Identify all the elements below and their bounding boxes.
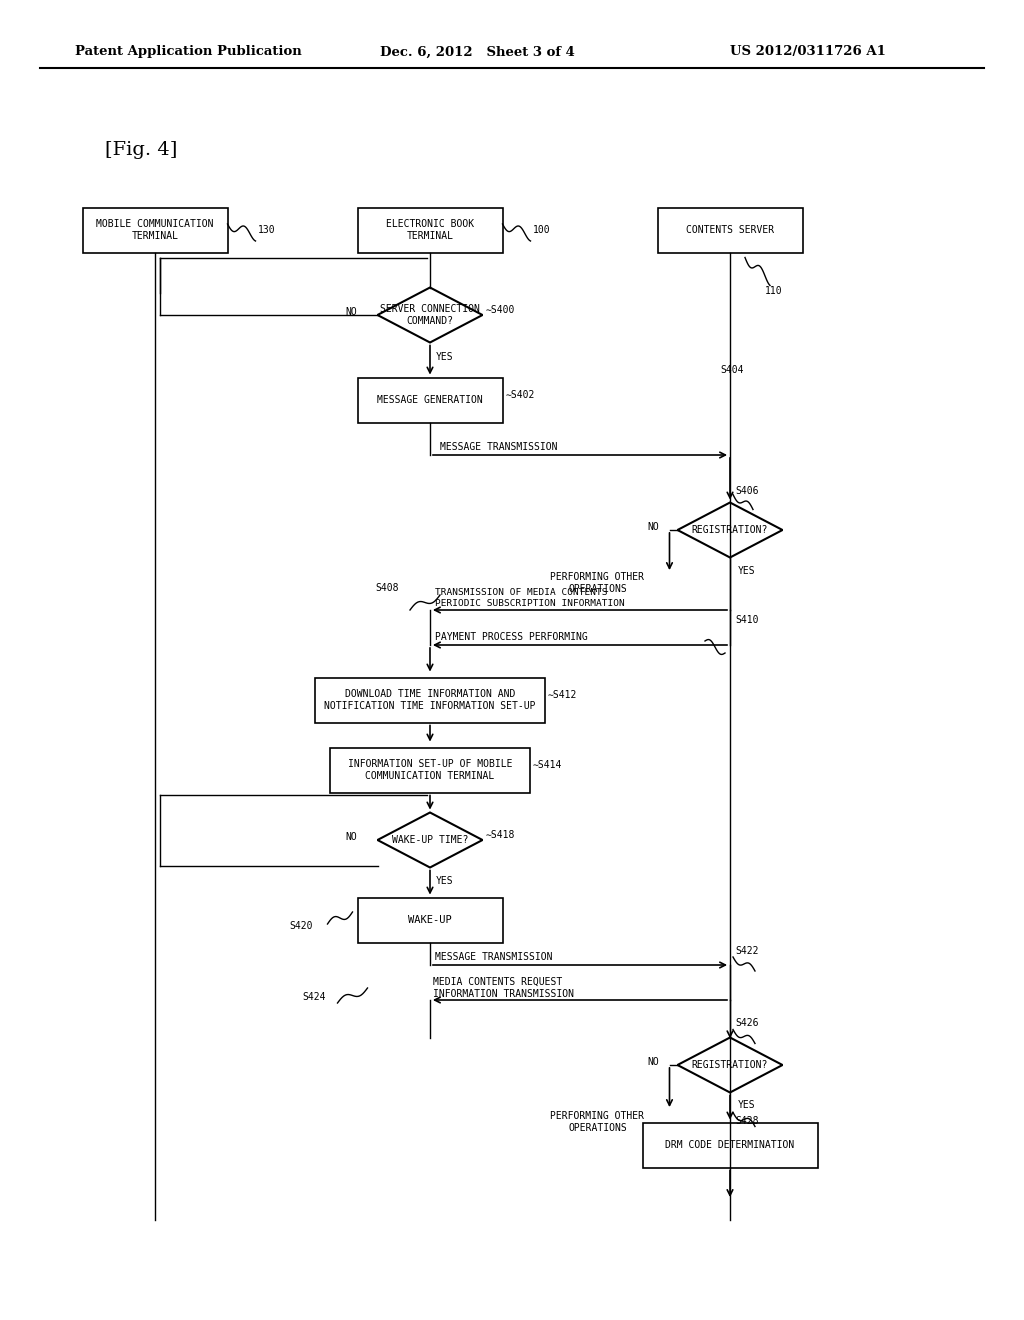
Text: S410: S410 bbox=[735, 615, 759, 624]
Text: S420: S420 bbox=[290, 921, 313, 931]
Bar bbox=[315, 677, 545, 722]
Text: REGISTRATION?: REGISTRATION? bbox=[692, 525, 768, 535]
Bar bbox=[83, 207, 227, 252]
Text: PERFORMING OTHER
OPERATIONS: PERFORMING OTHER OPERATIONS bbox=[551, 572, 644, 594]
Text: S422: S422 bbox=[735, 946, 759, 956]
Text: ∼S402: ∼S402 bbox=[506, 389, 535, 400]
Text: MESSAGE TRANSMISSION: MESSAGE TRANSMISSION bbox=[435, 952, 553, 962]
Text: ∼S414: ∼S414 bbox=[534, 760, 562, 770]
Text: 110: 110 bbox=[765, 285, 782, 296]
Text: YES: YES bbox=[436, 351, 454, 362]
Text: MOBILE COMMUNICATION
TERMINAL: MOBILE COMMUNICATION TERMINAL bbox=[96, 219, 214, 240]
Text: NO: NO bbox=[647, 1057, 659, 1067]
Text: PAYMENT PROCESS PERFORMING: PAYMENT PROCESS PERFORMING bbox=[435, 632, 588, 642]
Text: ∼S400: ∼S400 bbox=[485, 305, 515, 315]
Text: Dec. 6, 2012   Sheet 3 of 4: Dec. 6, 2012 Sheet 3 of 4 bbox=[380, 45, 574, 58]
Text: S408: S408 bbox=[375, 583, 398, 593]
Text: NO: NO bbox=[345, 308, 357, 317]
Text: PERFORMING OTHER
OPERATIONS: PERFORMING OTHER OPERATIONS bbox=[551, 1111, 644, 1133]
Text: S406: S406 bbox=[735, 486, 759, 495]
Text: YES: YES bbox=[738, 1100, 756, 1110]
Text: ∼S418: ∼S418 bbox=[485, 830, 515, 840]
Text: S426: S426 bbox=[735, 1018, 759, 1027]
Text: TRANSMISSION OF MEDIA CONTENTS
PERIODIC SUBSCRIPTION INFORMATION: TRANSMISSION OF MEDIA CONTENTS PERIODIC … bbox=[435, 589, 625, 607]
Text: DRM CODE DETERMINATION: DRM CODE DETERMINATION bbox=[666, 1140, 795, 1150]
Text: US 2012/0311726 A1: US 2012/0311726 A1 bbox=[730, 45, 886, 58]
Bar bbox=[330, 747, 530, 792]
Bar bbox=[642, 1122, 817, 1167]
Text: WAKE-UP: WAKE-UP bbox=[409, 915, 452, 925]
Text: YES: YES bbox=[738, 566, 756, 577]
Text: MESSAGE TRANSMISSION: MESSAGE TRANSMISSION bbox=[440, 442, 557, 451]
Text: S424: S424 bbox=[302, 993, 326, 1002]
Polygon shape bbox=[678, 503, 782, 557]
Text: REGISTRATION?: REGISTRATION? bbox=[692, 1060, 768, 1071]
Bar bbox=[657, 207, 803, 252]
Text: NO: NO bbox=[647, 521, 659, 532]
Text: [Fig. 4]: [Fig. 4] bbox=[105, 141, 177, 158]
Text: 100: 100 bbox=[532, 224, 550, 235]
Polygon shape bbox=[378, 813, 482, 867]
Text: Patent Application Publication: Patent Application Publication bbox=[75, 45, 302, 58]
Text: YES: YES bbox=[436, 876, 454, 887]
Text: 130: 130 bbox=[257, 224, 275, 235]
Bar bbox=[357, 207, 503, 252]
Text: WAKE-UP TIME?: WAKE-UP TIME? bbox=[392, 836, 468, 845]
Text: INFORMATION SET-UP OF MOBILE
COMMUNICATION TERMINAL: INFORMATION SET-UP OF MOBILE COMMUNICATI… bbox=[348, 759, 512, 781]
Text: ∼S412: ∼S412 bbox=[548, 690, 578, 700]
Text: MESSAGE GENERATION: MESSAGE GENERATION bbox=[377, 395, 483, 405]
Bar bbox=[357, 898, 503, 942]
Text: ELECTRONIC BOOK
TERMINAL: ELECTRONIC BOOK TERMINAL bbox=[386, 219, 474, 240]
Text: SERVER CONNECTION
COMMAND?: SERVER CONNECTION COMMAND? bbox=[380, 304, 480, 326]
Text: DOWNLOAD TIME INFORMATION AND
NOTIFICATION TIME INFORMATION SET-UP: DOWNLOAD TIME INFORMATION AND NOTIFICATI… bbox=[325, 689, 536, 710]
Text: NO: NO bbox=[345, 832, 357, 842]
Polygon shape bbox=[678, 1038, 782, 1093]
Text: S404: S404 bbox=[720, 366, 743, 375]
Text: S428: S428 bbox=[735, 1115, 759, 1126]
Text: CONTENTS SERVER: CONTENTS SERVER bbox=[686, 224, 774, 235]
Polygon shape bbox=[378, 288, 482, 342]
Bar bbox=[357, 378, 503, 422]
Text: MEDIA CONTENTS REQUEST
INFORMATION TRANSMISSION: MEDIA CONTENTS REQUEST INFORMATION TRANS… bbox=[433, 977, 574, 999]
